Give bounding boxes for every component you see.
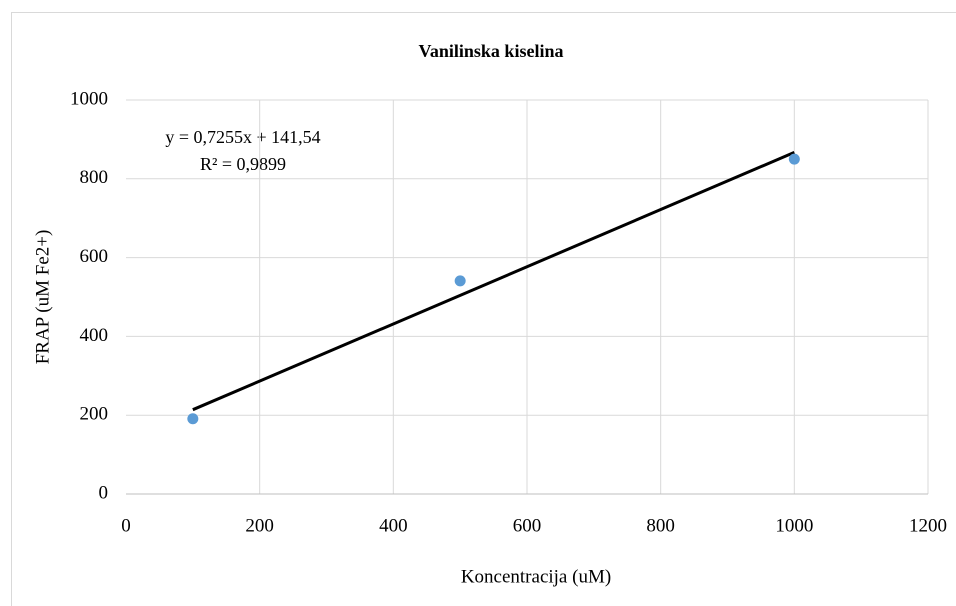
data-point xyxy=(788,153,800,165)
y-tick-label: 600 xyxy=(80,246,109,267)
y-tick-label: 0 xyxy=(99,482,109,503)
r-squared: R² = 0,9899 xyxy=(200,154,286,174)
x-tick-label: 1000 xyxy=(775,515,813,536)
y-tick-label: 200 xyxy=(80,404,109,425)
y-tick-label: 1000 xyxy=(70,88,108,109)
x-tick-label: 0 xyxy=(121,515,131,536)
x-tick-label: 800 xyxy=(646,515,675,536)
y-tick-label: 400 xyxy=(80,325,109,346)
equation: y = 0,7255x + 141,54 xyxy=(165,127,320,147)
trendline xyxy=(192,151,795,412)
chart-title: Vanilinska kiselina xyxy=(419,41,564,61)
x-tick-label: 200 xyxy=(245,515,274,536)
x-tick-label: 400 xyxy=(379,515,408,536)
x-axis-title: Koncentracija (uM) xyxy=(461,566,611,587)
x-tick-label: 1200 xyxy=(909,515,947,536)
data-point xyxy=(454,275,466,287)
y-tick-label: 800 xyxy=(80,167,109,188)
y-axis-title: FRAP (uM Fe2+) xyxy=(32,230,53,365)
data-point xyxy=(187,413,199,425)
x-tick-label: 600 xyxy=(513,515,542,536)
chart-frame xyxy=(11,12,956,606)
